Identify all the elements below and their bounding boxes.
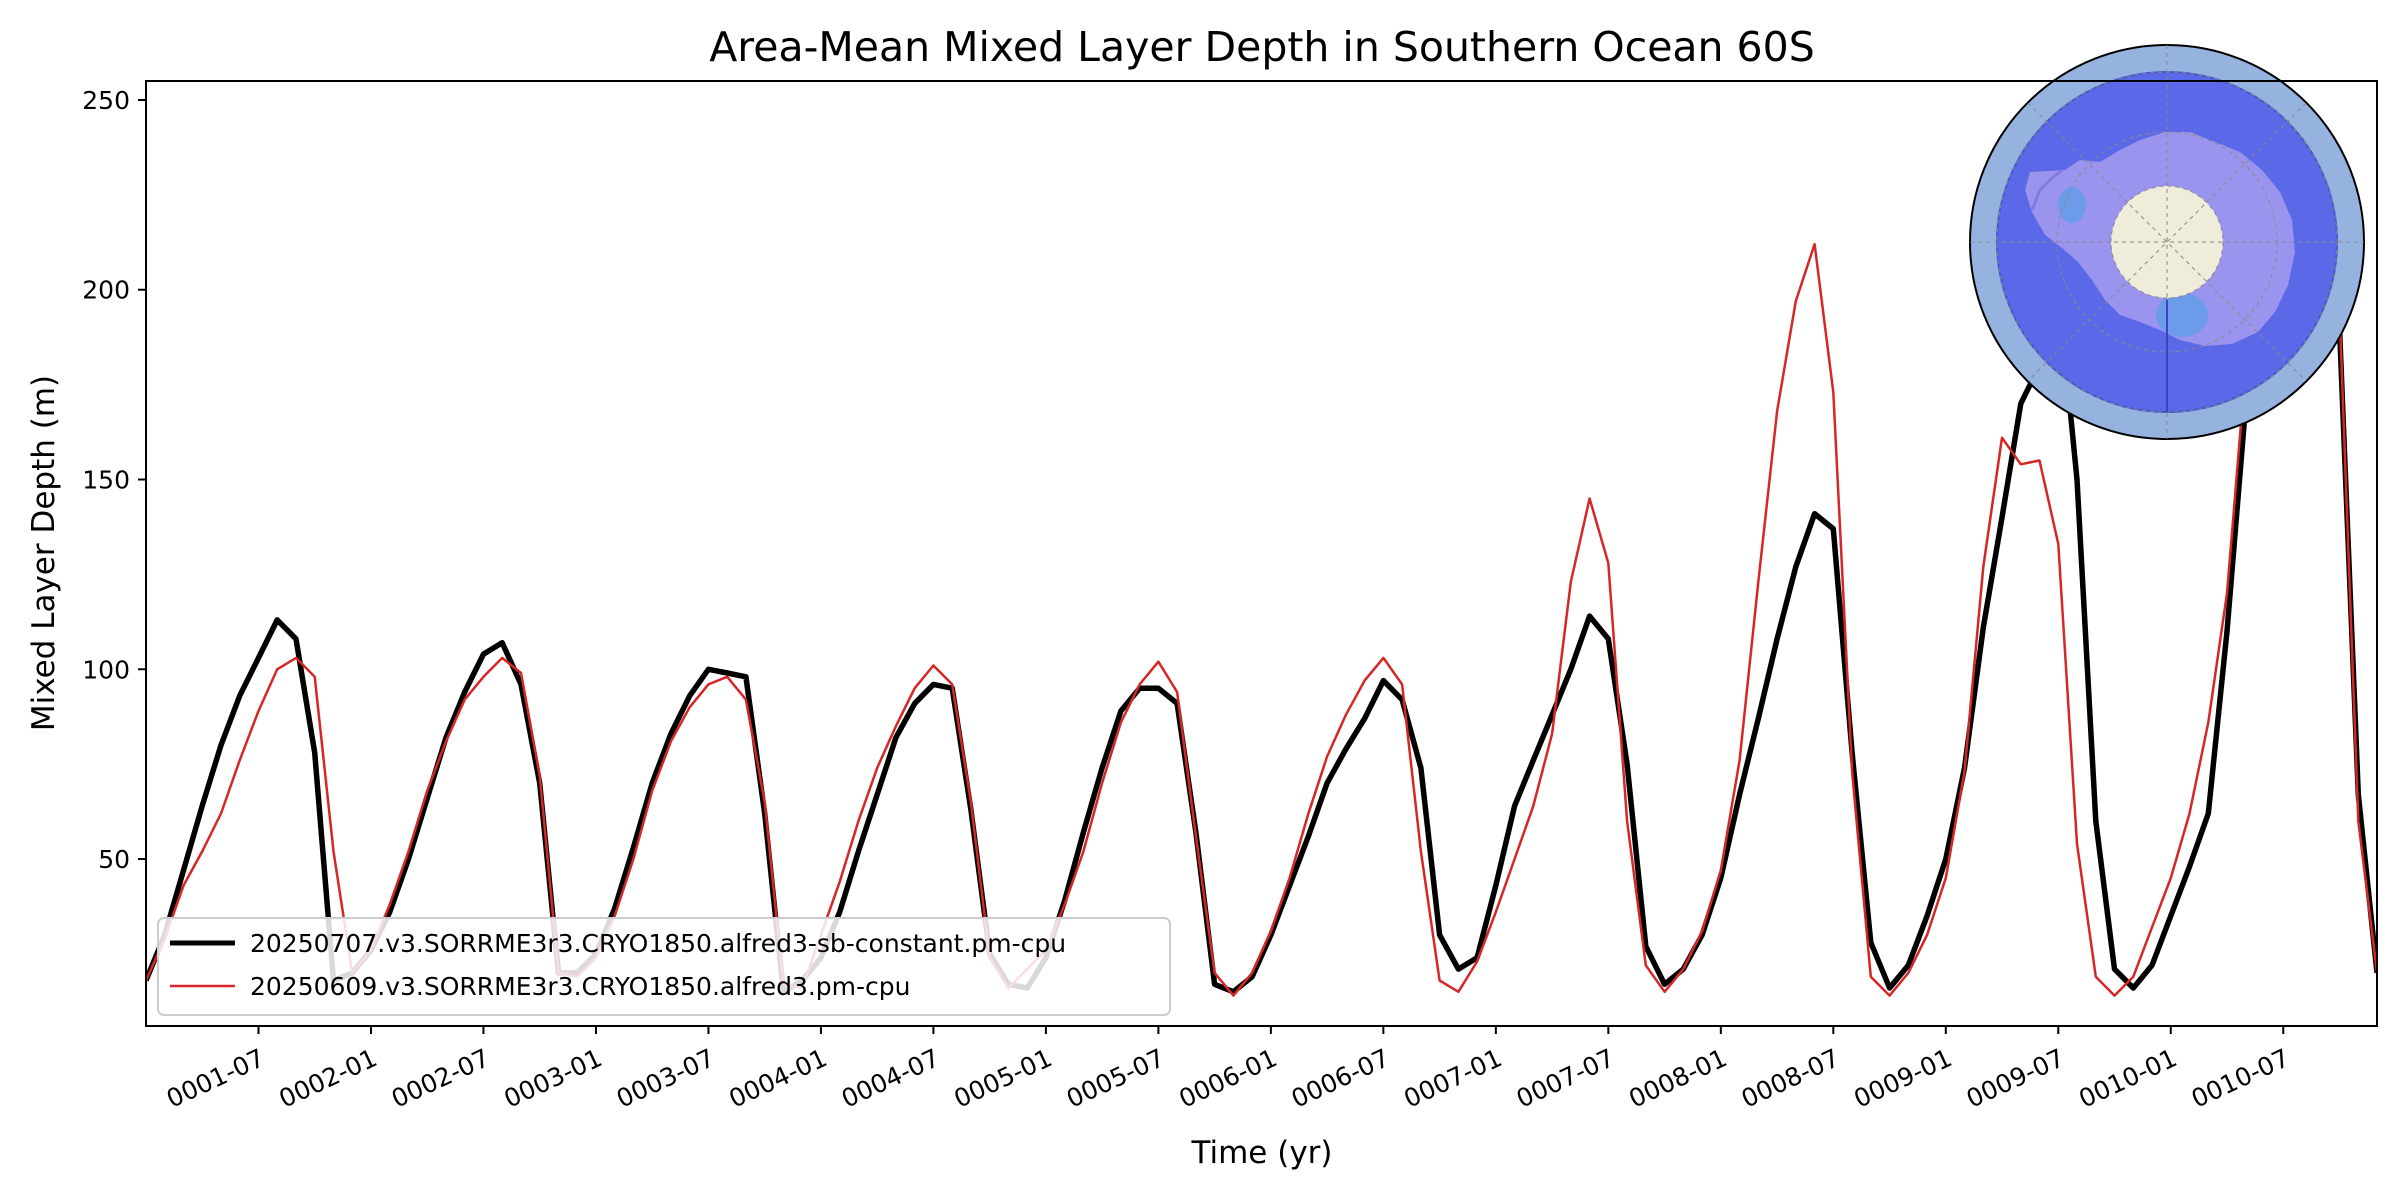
chart-title: Area-Mean Mixed Layer Depth in Southern … <box>709 23 1815 71</box>
y-tick-label: 250 <box>82 86 130 115</box>
y-tick-label: 200 <box>82 276 130 305</box>
y-tick-label: 150 <box>82 465 130 494</box>
legend-label-series-1: 20250707.v3.SORRME3r3.CRYO1850.alfred3-s… <box>250 929 1066 958</box>
y-tick-label: 50 <box>98 845 130 874</box>
y-axis-label: Mixed Layer Depth (m) <box>26 375 62 731</box>
series-line-2 <box>146 193 2377 997</box>
legend: 20250707.v3.SORRME3r3.CRYO1850.alfred3-s… <box>157 917 1171 1016</box>
series-line-1 <box>146 192 2377 995</box>
antarctica-map-icon <box>1969 44 2365 440</box>
x-axis-label: Time (yr) <box>1191 1135 1333 1171</box>
y-tick-label: 100 <box>82 655 130 684</box>
legend-label-series-2: 20250609.v3.SORRME3r3.CRYO1850.alfred3.p… <box>250 972 911 1001</box>
